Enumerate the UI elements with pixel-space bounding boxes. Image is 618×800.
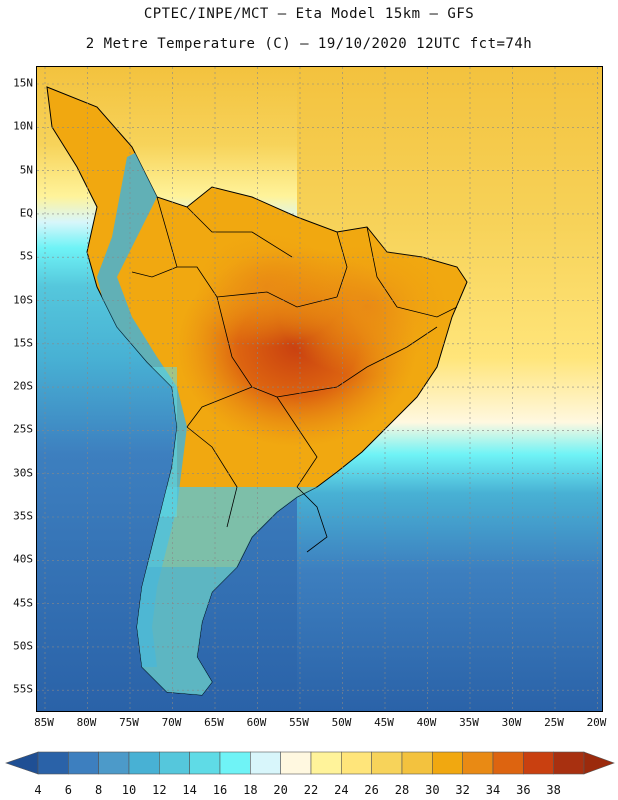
colorbar-tick-label: 8 (95, 783, 103, 797)
lon-tick-label: 20W (586, 716, 607, 729)
colorbar-swatch (68, 751, 99, 775)
lat-tick-label: 5S (19, 249, 33, 263)
colorbar-swatch (401, 751, 433, 775)
lat-tick-label: 25S (13, 422, 33, 436)
lat-tick-label: 15N (13, 76, 33, 90)
colorbar-tick-label: 26 (364, 783, 379, 797)
lat-tick-label: 20S (13, 379, 33, 393)
colorbar-swatch (310, 751, 342, 775)
colorbar-tick-label: 28 (394, 783, 410, 797)
colorbar-tick-label: 6 (64, 783, 72, 797)
colorbar-swatch (523, 751, 554, 775)
colorbar-tick-label: 38 (546, 783, 561, 797)
colorbar-tick-label: 16 (212, 783, 228, 797)
colorbar-tick-label: 24 (334, 783, 349, 797)
lat-tick-label: 40S (13, 552, 33, 566)
colorbar-tick-label: 20 (273, 783, 288, 797)
colorbar-tick-label: 30 (425, 783, 440, 797)
colorbar-swatch (159, 751, 190, 775)
colorbar-over-arrow (583, 751, 615, 775)
temperature-map (36, 66, 603, 712)
colorbar-swatch (341, 751, 372, 775)
colorbar-swatch (250, 751, 281, 775)
color-legend (5, 751, 615, 775)
lon-tick-label: 55W (289, 716, 309, 729)
map-title: CPTEC/INPE/MCT – Eta Model 15km – GFS (143, 6, 475, 22)
lat-tick-label: 55S (13, 682, 33, 696)
lon-tick-label: 80W (76, 716, 97, 729)
lat-tick-label: 10S (13, 293, 33, 306)
lat-tick-label: 5N (19, 163, 33, 177)
lon-tick-label: 30W (501, 716, 522, 729)
lon-tick-label: 40W (416, 716, 437, 729)
colorbar-tick-label: 34 (485, 783, 501, 797)
hot-core-region (187, 227, 347, 347)
colorbar-swatch (371, 751, 403, 775)
colorbar-tick-label: 18 (243, 783, 258, 797)
lon-tick-label: 35W (459, 716, 479, 729)
colorbar-swatch (189, 751, 221, 775)
colorbar-swatch (128, 751, 160, 775)
colorbar-swatch (37, 751, 69, 775)
colorbar-tick-label: 12 (152, 783, 167, 797)
lon-tick-label: 50W (331, 716, 352, 729)
lon-tick-label: 65W (204, 716, 224, 729)
colorbar-tick-label: 10 (121, 783, 137, 797)
lat-tick-label: 35S (13, 509, 33, 523)
lon-tick-label: 45W (374, 716, 394, 729)
colorbar-swatch (219, 751, 251, 775)
map-subtitle: 2 Metre Temperature (C) – 19/10/2020 12U… (85, 36, 533, 52)
colorbar-swatch (432, 751, 463, 775)
colorbar-tick-label: 32 (455, 783, 470, 797)
lat-tick-label: 10N (13, 119, 33, 133)
colorbar-swatch (280, 751, 312, 775)
colorbar-tick-label: 14 (182, 783, 197, 797)
colorbar-under-arrow (5, 751, 39, 775)
lat-tick-label: EQ (19, 206, 33, 220)
colorbar-swatch (462, 751, 494, 775)
lat-tick-label: 50S (13, 639, 33, 653)
lat-tick-label: 15S (13, 336, 33, 350)
colorbar-swatch (492, 751, 524, 775)
lon-tick-label: 60W (246, 716, 267, 729)
lon-tick-label: 25W (544, 716, 564, 729)
lat-tick-label: 45S (13, 596, 33, 610)
lon-tick-label: 75W (119, 716, 139, 729)
colorbar-swatch (98, 751, 130, 775)
lon-tick-label: 70W (161, 716, 182, 729)
lat-tick-label: 30S (13, 466, 33, 480)
lon-tick-label: 85W (34, 716, 54, 729)
colorbar-tick-label: 36 (516, 783, 531, 797)
country-borders (131, 196, 458, 553)
colorbar-tick-label: 4 (34, 783, 42, 797)
colorbar-tick-label: 22 (303, 783, 319, 797)
colorbar-swatch (553, 751, 585, 775)
